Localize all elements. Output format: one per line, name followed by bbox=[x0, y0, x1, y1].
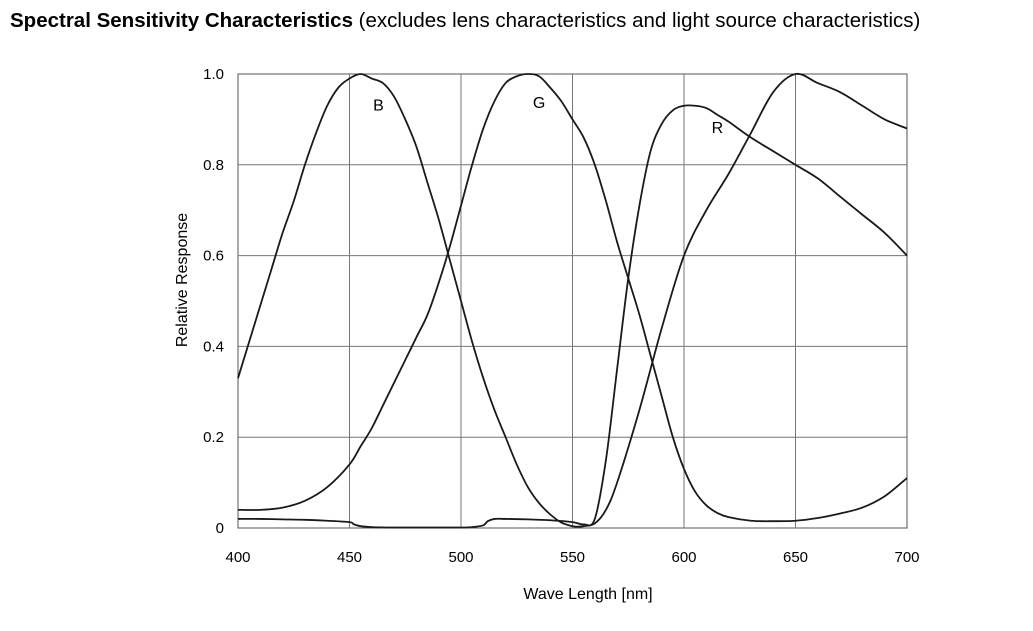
series-line-g bbox=[237, 73, 908, 523]
x-tick-label: 700 bbox=[894, 549, 919, 566]
y-axis-label: Relative Response bbox=[174, 213, 191, 347]
y-tick-label: 0 bbox=[216, 520, 224, 537]
y-tick-label: 0.4 bbox=[203, 338, 224, 355]
y-tick-label: 1.0 bbox=[203, 66, 224, 83]
x-tick-label: 500 bbox=[448, 549, 473, 566]
x-axis-label: Wave Length [nm] bbox=[523, 586, 652, 603]
series-group bbox=[237, 72, 908, 529]
series-line-b bbox=[237, 72, 908, 528]
series-labels: B G R bbox=[373, 95, 723, 137]
chart-title: Spectral Sensitivity Characteristics (ex… bbox=[10, 9, 920, 33]
tick-labels: 400 450 500 550 600 650 700 0 0.2 0.4 0.6 0.8 1.0 bbox=[203, 66, 919, 566]
x-tick-label: 450 bbox=[337, 549, 362, 566]
x-tick-label: 400 bbox=[225, 549, 250, 566]
y-tick-label: 0.2 bbox=[203, 429, 224, 446]
y-tick-label: 0.6 bbox=[203, 248, 224, 265]
x-tick-label: 550 bbox=[560, 549, 585, 566]
x-tick-label: 600 bbox=[671, 549, 696, 566]
series-label-r: R bbox=[712, 120, 724, 137]
series-label-b: B bbox=[373, 97, 384, 114]
grid bbox=[237, 73, 908, 529]
chart-title-rest: (excludes lens characteristics and light… bbox=[352, 9, 921, 32]
chart-title-bold: Spectral Sensitivity Characteristics bbox=[10, 9, 353, 32]
x-tick-label: 650 bbox=[783, 549, 808, 566]
y-tick-label: 0.8 bbox=[203, 157, 224, 174]
series-line-r bbox=[237, 104, 908, 529]
series-label-g: G bbox=[533, 95, 545, 112]
